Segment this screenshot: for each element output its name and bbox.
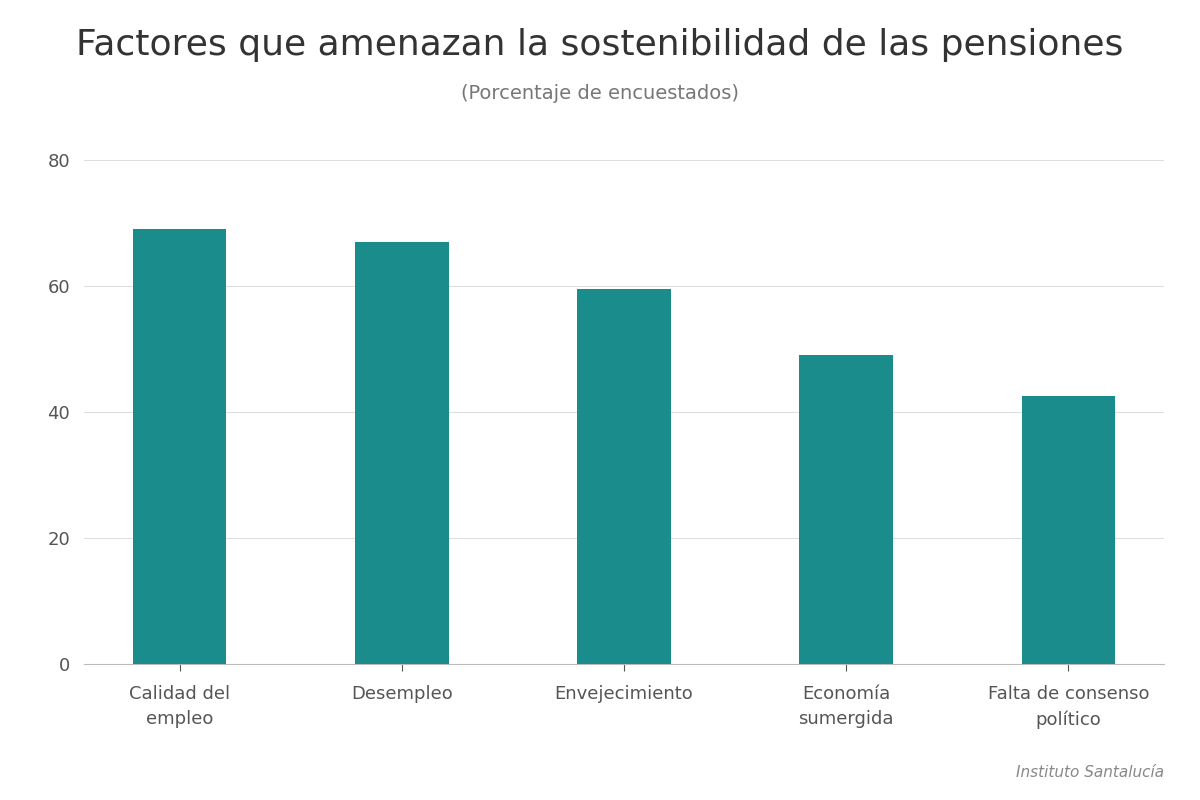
Bar	[133, 230, 227, 664]
Text: (Porcentaje de encuestados): (Porcentaje de encuestados)	[461, 84, 739, 103]
Bar	[1021, 396, 1115, 664]
Bar	[577, 289, 671, 664]
Bar	[799, 355, 893, 664]
Text: Instituto Santalucía: Instituto Santalucía	[1016, 765, 1164, 780]
Bar	[355, 242, 449, 664]
Text: Factores que amenazan la sostenibilidad de las pensiones: Factores que amenazan la sostenibilidad …	[77, 28, 1123, 62]
